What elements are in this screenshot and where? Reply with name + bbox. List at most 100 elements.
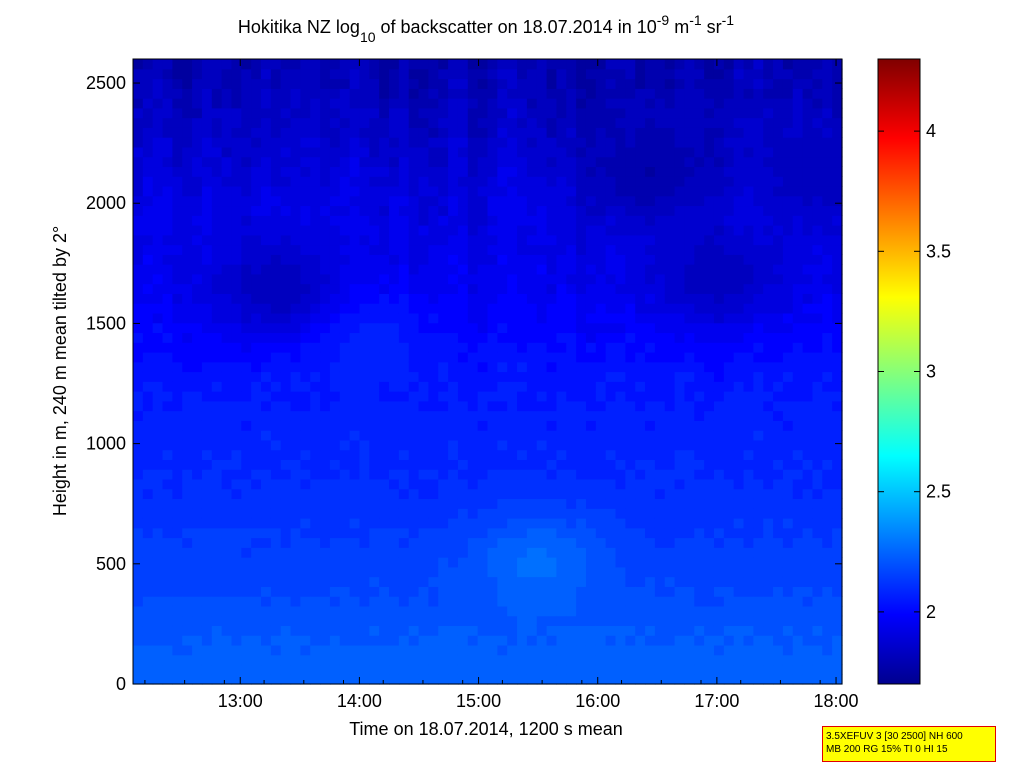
heatmap-cell (832, 449, 843, 460)
heatmap-cell (418, 225, 430, 236)
heatmap-cell (615, 68, 626, 80)
heatmap-cell (438, 244, 449, 255)
heatmap-cell (300, 117, 311, 128)
heatmap-cell (753, 68, 764, 80)
heatmap-cell (162, 185, 173, 197)
heatmap-cell (487, 459, 498, 470)
heatmap-cell (369, 107, 380, 119)
heatmap-cell (763, 498, 774, 509)
heatmap-cell (251, 293, 262, 304)
heatmap-cell (339, 391, 351, 402)
heatmap-cell (270, 527, 282, 539)
heatmap-cell (684, 517, 695, 529)
heatmap-cell (162, 78, 173, 89)
heatmap-cell (802, 293, 814, 304)
heatmap-cell (280, 322, 292, 334)
heatmap-cell (251, 508, 262, 519)
heatmap-cell (270, 107, 282, 119)
heatmap-cell (812, 146, 823, 158)
heatmap-cell (497, 303, 508, 314)
heatmap-cell (773, 517, 784, 529)
heatmap-cell (664, 391, 676, 402)
heatmap-cell (418, 527, 430, 539)
heatmap-cell (329, 459, 341, 470)
heatmap-cell (822, 137, 833, 148)
heatmap-cell (457, 78, 469, 89)
heatmap-cell (487, 59, 498, 70)
heatmap-cell (585, 312, 597, 324)
heatmap-cell (517, 459, 528, 470)
heatmap-cell (733, 342, 745, 353)
heatmap-cell (448, 635, 459, 646)
heatmap-cell (773, 391, 784, 402)
heatmap-cell (339, 469, 351, 480)
heatmap-cell (290, 146, 302, 158)
heatmap-cell (743, 371, 754, 382)
heatmap-cell (398, 322, 410, 334)
heatmap-cell (349, 478, 361, 490)
heatmap-cell (625, 264, 636, 275)
heatmap-cell (674, 78, 686, 89)
heatmap-cell (162, 449, 173, 460)
heatmap-cell (300, 68, 311, 80)
heatmap-cell (251, 625, 262, 636)
heatmap-cell (320, 625, 331, 636)
heatmap-cell (723, 283, 735, 294)
heatmap-cell (251, 635, 262, 646)
heatmap-cell (517, 596, 528, 607)
heatmap-cell (595, 586, 607, 597)
heatmap-cell (251, 361, 262, 373)
heatmap-cell (201, 527, 213, 539)
heatmap-cell (713, 439, 725, 451)
heatmap-cell (497, 654, 508, 666)
heatmap-cell (723, 420, 735, 431)
heatmap-cell (162, 410, 173, 421)
heatmap-cell (477, 273, 489, 285)
heatmap-cell (231, 273, 242, 285)
heatmap-cell (477, 469, 489, 480)
heatmap-cell (713, 576, 725, 587)
heatmap-cell (753, 557, 764, 568)
heatmap-cell (773, 566, 784, 578)
heatmap-cell (556, 88, 567, 99)
heatmap-cell (438, 234, 449, 246)
heatmap-cell (674, 107, 686, 119)
heatmap-cell (310, 361, 321, 373)
heatmap-cell (389, 664, 400, 675)
heatmap-plot-area (132, 58, 843, 685)
heatmap-cell (605, 371, 617, 382)
heatmap-cell (251, 371, 262, 382)
heatmap-cell (556, 283, 567, 294)
heatmap-cell (418, 439, 430, 451)
heatmap-cell (339, 234, 351, 246)
heatmap-cell (536, 625, 548, 636)
heatmap-cell (792, 400, 804, 412)
heatmap-cell (339, 137, 351, 148)
heatmap-cell (694, 185, 705, 197)
heatmap-cell (201, 361, 213, 373)
heatmap-cell (280, 478, 292, 490)
heatmap-cell (743, 664, 754, 675)
heatmap-cell (507, 586, 518, 597)
heatmap-cell (713, 625, 725, 636)
heatmap-cell (605, 654, 617, 666)
heatmap-cell (133, 547, 144, 558)
heatmap-cell (497, 59, 508, 70)
heatmap-cell (211, 517, 223, 529)
heatmap-cell (280, 283, 292, 294)
heatmap-cell (595, 215, 607, 226)
heatmap-cell (546, 176, 558, 187)
heatmap-cell (802, 342, 814, 353)
heatmap-cell (576, 273, 587, 285)
heatmap-cell (664, 478, 676, 490)
heatmap-cell (615, 88, 626, 99)
heatmap-cell (507, 107, 518, 119)
heatmap-cell (773, 244, 784, 255)
heatmap-cell (280, 664, 292, 675)
heatmap-cell (290, 342, 302, 353)
heatmap-cell (556, 469, 567, 480)
heatmap-cell (576, 332, 587, 343)
heatmap-cell (221, 596, 233, 607)
heatmap-cell (546, 332, 558, 343)
heatmap-cell (487, 566, 498, 578)
